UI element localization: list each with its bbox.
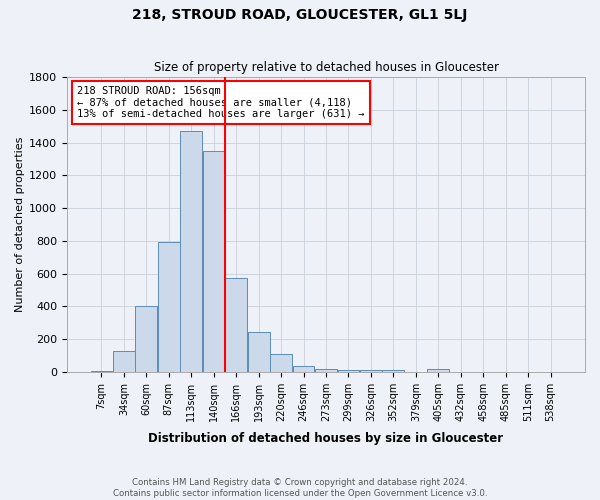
Bar	[91, 371, 112, 372]
Bar	[113, 350, 135, 372]
Title: Size of property relative to detached houses in Gloucester: Size of property relative to detached ho…	[154, 62, 499, 74]
Bar	[427, 368, 449, 372]
Bar	[248, 332, 269, 372]
Bar	[338, 370, 359, 372]
Bar	[136, 306, 157, 372]
X-axis label: Distribution of detached houses by size in Gloucester: Distribution of detached houses by size …	[148, 432, 503, 445]
Bar	[293, 366, 314, 372]
Text: Contains HM Land Registry data © Crown copyright and database right 2024.
Contai: Contains HM Land Registry data © Crown c…	[113, 478, 487, 498]
Bar	[315, 368, 337, 372]
Text: 218 STROUD ROAD: 156sqm
← 87% of detached houses are smaller (4,118)
13% of semi: 218 STROUD ROAD: 156sqm ← 87% of detache…	[77, 86, 365, 119]
Bar	[270, 354, 292, 372]
Bar	[158, 242, 180, 372]
Bar	[203, 150, 224, 372]
Bar	[360, 370, 382, 372]
Bar	[382, 370, 404, 372]
Bar	[181, 131, 202, 372]
Text: 218, STROUD ROAD, GLOUCESTER, GL1 5LJ: 218, STROUD ROAD, GLOUCESTER, GL1 5LJ	[133, 8, 467, 22]
Y-axis label: Number of detached properties: Number of detached properties	[15, 136, 25, 312]
Bar	[225, 278, 247, 372]
